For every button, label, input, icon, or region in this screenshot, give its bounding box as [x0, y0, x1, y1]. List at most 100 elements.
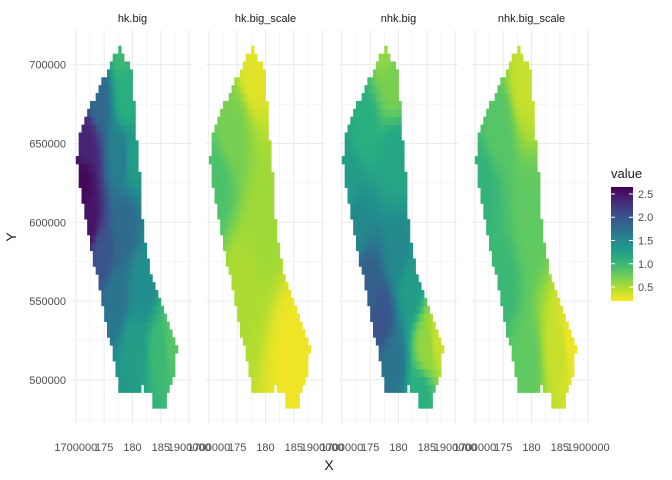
- raster-cell: [251, 211, 255, 220]
- raster-cell: [486, 195, 490, 204]
- raster-cell: [387, 53, 391, 62]
- raster-cell: [291, 360, 295, 370]
- raster-cell: [242, 171, 247, 181]
- raster-cell: [121, 274, 125, 283]
- raster-cell: [109, 171, 114, 181]
- raster-cell: [92, 140, 97, 149]
- raster-cell: [265, 290, 269, 299]
- raster-cell: [378, 219, 382, 228]
- raster-cell: [528, 69, 532, 78]
- raster-cell: [109, 337, 114, 346]
- raster-cell: [265, 132, 269, 141]
- raster-cell: [240, 219, 244, 228]
- raster-cell: [268, 282, 272, 291]
- raster-cell: [115, 360, 119, 370]
- raster-cell: [262, 85, 266, 94]
- raster-cell: [511, 313, 515, 322]
- raster-cell: [257, 140, 261, 149]
- raster-cell: [143, 242, 148, 252]
- raster-cell: [234, 227, 238, 236]
- raster-cell: [87, 219, 91, 228]
- raster-cell: [112, 211, 116, 220]
- raster-cell: [251, 45, 255, 55]
- raster-cell: [506, 85, 510, 94]
- raster-cell: [511, 258, 515, 267]
- raster-cell: [288, 313, 292, 322]
- raster-cell: [126, 148, 131, 157]
- raster-cell: [112, 282, 116, 291]
- raster-cell: [146, 345, 150, 354]
- raster-cell: [95, 140, 99, 149]
- raster-cell: [101, 148, 105, 157]
- raster-cell: [500, 93, 504, 102]
- raster-cell: [231, 211, 235, 220]
- raster-cell: [520, 171, 524, 181]
- raster-cell: [141, 360, 145, 370]
- raster-cell: [381, 195, 385, 204]
- raster-cell: [361, 195, 365, 204]
- raster-cell: [265, 234, 269, 244]
- raster-cell: [508, 227, 513, 236]
- raster-cell: [491, 140, 496, 149]
- raster-cell: [129, 258, 133, 267]
- raster-cell: [225, 171, 230, 181]
- raster-cell: [237, 195, 241, 204]
- raster-cell: [381, 274, 385, 283]
- raster-cell: [160, 384, 165, 393]
- raster-cell: [545, 313, 549, 322]
- raster-cell: [124, 163, 128, 173]
- raster-cell: [412, 337, 416, 346]
- raster-cell: [525, 234, 530, 244]
- raster-cell: [511, 132, 515, 141]
- raster-cell: [401, 163, 405, 173]
- raster-cell: [245, 116, 249, 125]
- raster-cell: [293, 353, 298, 362]
- raster-cell: [95, 179, 99, 188]
- raster-cell: [523, 140, 527, 149]
- raster-cell: [375, 93, 380, 102]
- raster-cell: [291, 392, 295, 401]
- raster-cell: [124, 156, 128, 165]
- raster-cell: [511, 69, 515, 78]
- raster-cell: [537, 203, 541, 212]
- raster-cell: [155, 297, 159, 307]
- raster-cell: [265, 321, 269, 330]
- raster-cell: [101, 195, 105, 204]
- raster-cell: [285, 400, 289, 409]
- raster-cell: [87, 179, 91, 188]
- raster-cell: [531, 305, 535, 315]
- raster-cell: [223, 242, 227, 252]
- raster-cell: [548, 368, 552, 378]
- raster-cell: [483, 179, 487, 188]
- raster-cell: [356, 179, 360, 188]
- raster-cell: [245, 108, 249, 118]
- raster-cell: [571, 345, 575, 354]
- raster-cell: [387, 61, 391, 70]
- raster-cell: [220, 195, 224, 204]
- raster-cell: [503, 156, 507, 165]
- raster-cell: [480, 140, 484, 149]
- raster-cell: [296, 321, 300, 330]
- raster-cell: [407, 329, 411, 338]
- raster-cell: [104, 282, 108, 291]
- raster-cell: [121, 148, 125, 157]
- raster-cell: [500, 290, 504, 299]
- raster-cell: [407, 227, 411, 236]
- raster-cell: [531, 321, 535, 330]
- raster-cell: [268, 368, 272, 378]
- raster-cell: [384, 313, 388, 322]
- raster-cell: [381, 53, 385, 62]
- raster-cell: [135, 337, 139, 346]
- raster-cell: [126, 321, 131, 330]
- raster-cell: [285, 321, 289, 330]
- raster-cell: [121, 345, 125, 354]
- raster-cell: [395, 69, 399, 78]
- raster-cell: [497, 93, 501, 102]
- raster-cell: [557, 305, 561, 315]
- raster-cell: [483, 132, 487, 141]
- raster-cell: [506, 116, 510, 125]
- raster-cell: [489, 100, 493, 110]
- raster-cell: [268, 242, 272, 252]
- raster-cell: [248, 77, 252, 86]
